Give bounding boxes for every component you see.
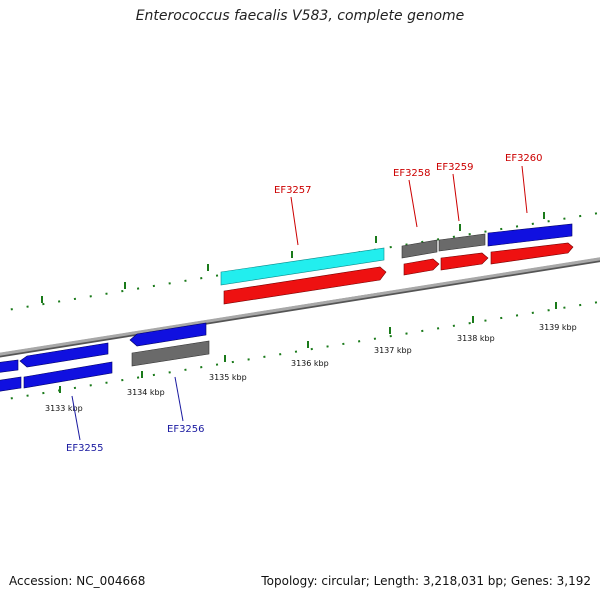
gene-labels: EF3255 EF3256 EF3257 EF3258 EF3259 EF326… [66, 153, 543, 454]
genes [0, 223, 574, 392]
scale-label: 3135 kbp [209, 373, 247, 382]
scale-label: 3139 kbp [539, 323, 577, 332]
genome-backbone [0, 257, 600, 358]
gene-feature-ef3255[interactable] [19, 342, 109, 368]
scale-label: 3137 kbp [374, 346, 412, 355]
scale-labels: 3133 kbp 3134 kbp 3135 kbp 3136 kbp 3137… [45, 323, 577, 413]
gene-feature[interactable] [490, 242, 574, 265]
major-ticks [41, 212, 557, 393]
gene-feature[interactable] [0, 359, 19, 373]
backbone-line [0, 257, 600, 356]
accession-text: Accession: NC_004668 [9, 574, 146, 588]
scale-label: 3136 kbp [291, 359, 329, 368]
gene-label-ef3257[interactable]: EF3257 [274, 185, 312, 196]
gene-label-ef3256[interactable]: EF3256 [167, 424, 205, 435]
gene-feature-ef3257[interactable] [220, 247, 385, 286]
scale-label: 3133 kbp [45, 404, 83, 413]
gene-feature[interactable] [131, 340, 210, 367]
gene-feature[interactable] [440, 252, 489, 271]
gene-feature-ef3259[interactable] [438, 233, 486, 252]
callout-line-ef3257 [290, 196, 299, 246]
gene-label-ef3260[interactable]: EF3260 [505, 153, 543, 164]
genome-summary-text: Topology: circular; Length: 3,218,031 bp… [261, 574, 591, 588]
scale-label: 3138 kbp [457, 334, 495, 343]
callout-line-ef3258 [408, 179, 418, 228]
gene-feature[interactable] [23, 361, 113, 389]
gene-feature[interactable] [223, 266, 387, 305]
gene-feature-ef3260[interactable] [487, 223, 573, 247]
gene-feature[interactable] [0, 376, 22, 392]
gene-label-ef3259[interactable]: EF3259 [436, 162, 474, 173]
callout-line-ef3256 [174, 376, 184, 422]
callout-line-ef3255 [71, 395, 81, 441]
gene-feature-ef3256[interactable] [129, 322, 207, 347]
gene-feature-ef3258[interactable] [401, 239, 438, 259]
gene-feature[interactable] [403, 258, 440, 276]
genome-title: Enterococcus faecalis V583, complete gen… [135, 8, 465, 24]
gene-label-ef3258[interactable]: EF3258 [393, 168, 431, 179]
callout-lines [71, 165, 528, 441]
scale-label: 3134 kbp [127, 388, 165, 397]
gene-label-ef3255[interactable]: EF3255 [66, 443, 104, 454]
callout-line-ef3260 [521, 165, 528, 214]
callout-line-ef3259 [452, 173, 460, 222]
